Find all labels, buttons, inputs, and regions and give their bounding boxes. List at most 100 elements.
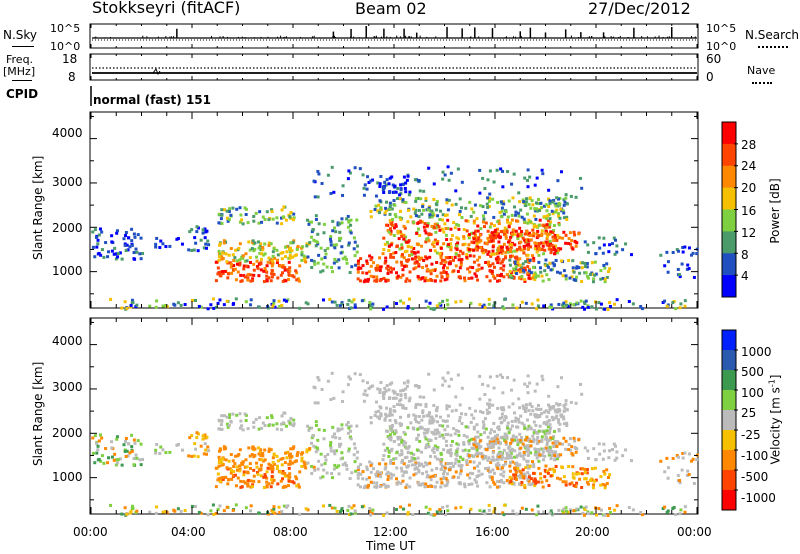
power-cell — [271, 261, 275, 265]
velocity-cell — [260, 426, 264, 430]
power-cell — [458, 197, 462, 201]
velocity-cell — [279, 479, 283, 483]
velocity-cell — [460, 386, 464, 390]
velocity-cell — [458, 472, 462, 476]
velocity-cell — [551, 453, 555, 457]
velocity-cell — [416, 402, 420, 406]
power-cell — [346, 225, 350, 229]
power-cell — [395, 271, 399, 275]
velocity-cell — [239, 419, 243, 423]
velocity-cell — [365, 477, 369, 481]
velocity-cell — [516, 438, 520, 442]
power-cell — [396, 186, 400, 190]
power-cell — [352, 236, 356, 240]
power-cell — [333, 300, 337, 304]
power-cell — [499, 167, 503, 171]
power-cell — [528, 258, 532, 262]
power-cell — [504, 236, 508, 240]
velocity-cell — [550, 449, 554, 453]
velocity-cell — [251, 445, 255, 449]
power-cell — [326, 173, 330, 177]
velocity-cell — [457, 419, 461, 423]
power-cell — [287, 273, 291, 277]
velocity-cell — [571, 465, 575, 469]
velocity-cell — [422, 464, 426, 468]
power-cell — [676, 249, 680, 253]
freq-right-tick-bottom: 0 — [706, 70, 714, 84]
power-cell — [407, 193, 411, 197]
power-cell — [168, 244, 172, 248]
velocity-cell — [583, 470, 587, 474]
velocity-cell — [599, 483, 603, 487]
power-cell — [483, 211, 487, 215]
power-cell — [487, 297, 491, 301]
velocity-cell — [341, 390, 345, 394]
power-cell — [249, 303, 253, 307]
power-cell — [246, 221, 250, 225]
velocity-cell — [281, 421, 285, 425]
velocity-cell — [388, 407, 392, 411]
velocity-cell — [422, 431, 426, 435]
velocity-cell — [424, 446, 428, 450]
velocity-cell — [468, 438, 472, 442]
power-cell — [269, 279, 273, 283]
power-cell — [355, 250, 359, 254]
velocity-cell — [384, 414, 388, 418]
velocity-cell — [375, 485, 379, 489]
power-cell — [490, 239, 494, 243]
velocity-cell — [417, 468, 421, 472]
velocity-cell — [345, 464, 349, 468]
velocity-cell — [93, 434, 97, 438]
power-ytick-3000: 3000 — [52, 175, 83, 189]
velocity-cell — [280, 422, 284, 426]
velocity-cell — [399, 394, 403, 398]
velocity-cell — [456, 447, 460, 451]
power-cell — [504, 228, 508, 232]
power-cell — [341, 184, 345, 188]
velocity-cell — [267, 424, 271, 428]
velocity-cell — [517, 397, 521, 401]
power-cell — [426, 305, 430, 309]
power-cell — [477, 236, 481, 240]
velocity-cell — [312, 385, 316, 389]
velocity-cell — [454, 408, 458, 412]
power-cell — [512, 276, 516, 280]
power-cell — [430, 215, 434, 219]
power-cell — [475, 217, 479, 221]
velocity-cell — [384, 389, 388, 393]
velocity-cell — [469, 420, 473, 424]
velocity-cell — [259, 468, 263, 472]
velocity-cell — [533, 413, 537, 417]
power-cell — [549, 303, 553, 307]
power-cell — [347, 243, 351, 247]
power-cell — [164, 245, 168, 249]
velocity-cell — [434, 414, 438, 418]
velocity-cell — [263, 458, 267, 462]
velocity-cell — [132, 457, 136, 461]
velocity-cell — [534, 450, 538, 454]
power-cell — [126, 248, 130, 252]
power-cell — [352, 298, 356, 302]
velocity-cell — [382, 454, 386, 458]
power-cell — [537, 244, 541, 248]
power-cell — [552, 245, 556, 249]
velocity-cell — [340, 423, 344, 427]
power-cell — [580, 186, 584, 190]
velocity-cell — [540, 453, 544, 457]
power-cell — [504, 256, 508, 260]
velocity-cell — [506, 421, 510, 425]
velocity-cell — [484, 466, 488, 470]
velocity-cell — [265, 480, 269, 484]
velocity-cell — [602, 449, 606, 453]
power-cell — [382, 236, 386, 240]
power-cell — [420, 244, 424, 248]
velocity-cell — [519, 473, 523, 477]
power-cell — [515, 272, 519, 276]
velocity-cell — [387, 436, 391, 440]
power-cell — [139, 257, 143, 261]
velocity-cell — [259, 463, 263, 467]
power-cell — [506, 215, 510, 219]
power-cell — [536, 229, 540, 233]
power-cell — [385, 305, 389, 309]
power-cell — [358, 279, 362, 283]
